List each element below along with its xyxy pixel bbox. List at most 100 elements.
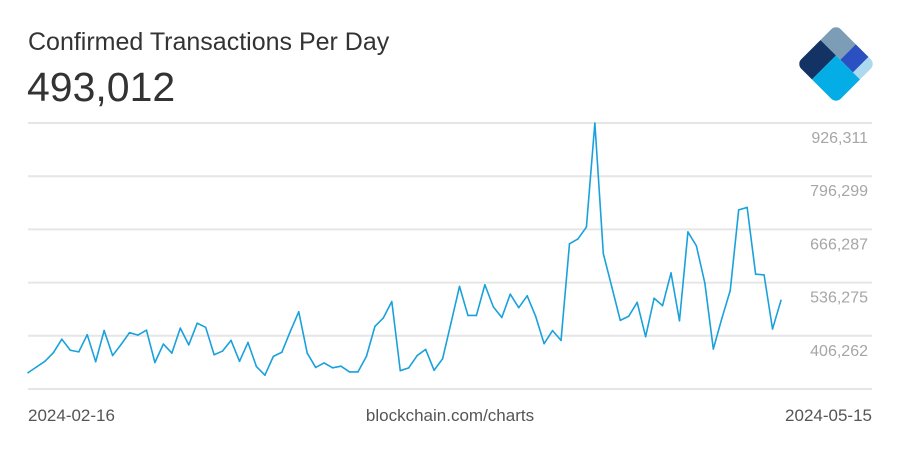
y-tick-label: 796,299 <box>810 183 868 200</box>
data-point <box>568 243 571 245</box>
y-tick-label: 536,275 <box>810 290 868 307</box>
data-point <box>162 343 165 345</box>
data-point <box>120 343 122 346</box>
source-text[interactable]: blockchain.com/charts <box>365 406 535 425</box>
data-point <box>154 361 156 364</box>
data-point <box>746 206 748 209</box>
data-point <box>331 367 334 369</box>
data-point <box>526 295 528 297</box>
data-point <box>644 335 647 338</box>
data-point <box>458 285 461 288</box>
data-point <box>712 348 715 350</box>
data-point <box>213 353 215 356</box>
data-point <box>323 362 325 364</box>
data-point <box>517 306 520 309</box>
data-point <box>467 314 469 317</box>
data-point <box>204 326 207 329</box>
data-point <box>754 273 757 275</box>
data-point <box>306 352 309 354</box>
x-end-label: 2024-05-15 <box>785 406 872 425</box>
data-point <box>128 331 131 334</box>
data-point <box>187 344 190 346</box>
data-point <box>670 272 672 274</box>
data-point <box>179 327 182 329</box>
data-point <box>678 319 681 322</box>
data-point <box>145 329 148 331</box>
data-point <box>365 355 368 358</box>
data-point <box>230 339 232 342</box>
data-point <box>357 371 359 373</box>
data-point <box>77 351 80 353</box>
data-point <box>314 366 317 369</box>
data-point <box>196 322 199 325</box>
data-point <box>86 333 89 336</box>
data-point <box>450 322 452 324</box>
blockchain-logo-icon <box>796 24 876 104</box>
data-point <box>61 338 63 340</box>
data-point <box>695 245 698 247</box>
data-point <box>627 315 630 318</box>
data-point <box>636 301 638 304</box>
data-point <box>416 354 418 357</box>
data-point <box>720 317 723 320</box>
data-point <box>27 371 29 374</box>
data-point <box>382 317 385 319</box>
data-point <box>340 365 342 367</box>
data-point <box>297 310 300 313</box>
data-point <box>137 334 139 336</box>
data-point <box>111 354 114 357</box>
data-point <box>407 367 410 369</box>
data-point <box>44 360 46 363</box>
data-point <box>69 349 72 352</box>
data-point <box>264 374 266 376</box>
data-point <box>500 316 503 319</box>
data-point <box>94 360 97 363</box>
data-point <box>484 283 486 286</box>
data-point <box>247 341 249 344</box>
data-point <box>399 369 402 372</box>
data-point <box>35 366 38 368</box>
data-point <box>391 300 393 303</box>
data-point <box>653 297 655 300</box>
data-point <box>289 330 292 333</box>
data-point <box>475 314 478 317</box>
data-point <box>763 274 765 276</box>
data-point <box>560 339 562 342</box>
y-tick-label: 926,311 <box>811 130 868 147</box>
data-point <box>551 329 554 332</box>
data-point <box>103 329 105 332</box>
data-point <box>737 209 740 211</box>
data-point <box>602 252 605 255</box>
series-line <box>27 122 782 376</box>
data-point <box>771 328 774 330</box>
data-point <box>255 365 258 368</box>
data-point <box>424 348 427 351</box>
data-point <box>543 342 545 345</box>
data-point <box>272 355 275 358</box>
data-point <box>585 226 588 228</box>
data-point <box>52 351 55 354</box>
y-tick-label: 666,287 <box>810 236 868 253</box>
data-point <box>171 352 173 354</box>
data-point <box>610 286 613 288</box>
data-point <box>281 351 283 354</box>
x-start-label: 2024-02-16 <box>28 406 115 425</box>
y-tick-label: 406,262 <box>810 343 868 360</box>
data-point <box>619 319 622 322</box>
data-point <box>729 289 732 292</box>
data-point <box>780 299 782 302</box>
data-point <box>687 231 689 233</box>
data-point <box>534 315 537 318</box>
data-point <box>221 350 224 352</box>
data-point <box>509 293 512 295</box>
chart-title: Confirmed Transactions Per Day <box>28 28 390 56</box>
data-point <box>374 325 376 328</box>
data-point <box>577 238 579 240</box>
data-point <box>594 122 596 124</box>
data-point <box>661 304 664 307</box>
data-point <box>441 358 444 360</box>
data-point <box>704 282 706 284</box>
data-point <box>492 306 495 308</box>
source-link[interactable]: blockchain.com/charts <box>0 406 900 426</box>
